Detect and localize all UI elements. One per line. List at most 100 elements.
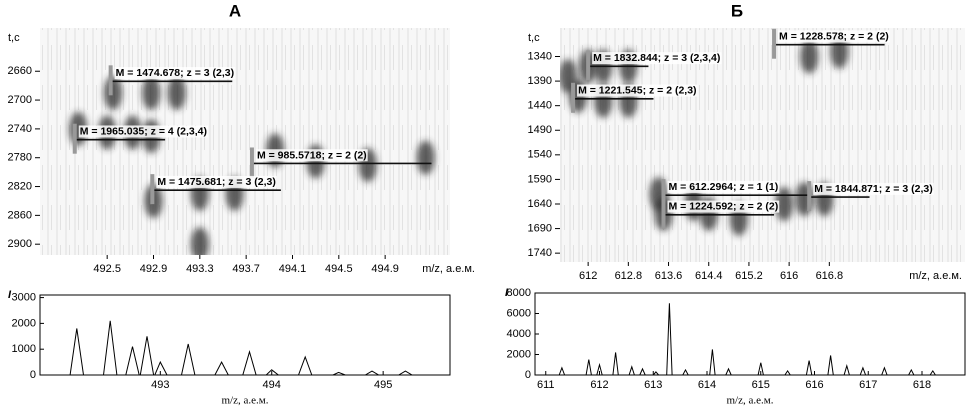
x-tick-label: 613 — [644, 379, 662, 391]
x-tick-label: 615 — [752, 379, 770, 391]
annotation-bg — [667, 180, 780, 193]
plot-frame — [39, 294, 451, 376]
annotation-bg — [813, 182, 934, 195]
spot — [103, 75, 122, 110]
y-tick-label: 2780 — [8, 152, 32, 164]
y-tick-label: 2740 — [8, 123, 32, 135]
annotation-bg — [78, 125, 208, 138]
y-tick-label: 0 — [525, 369, 531, 381]
plot-frame — [534, 292, 966, 376]
annotation-bracket — [571, 82, 576, 113]
y-tick-label: 2860 — [8, 209, 32, 221]
y-axis-label: t,c — [8, 32, 20, 44]
x-axis-label: m/z, а.е.м. — [222, 395, 269, 407]
annotation-label: M = 1832.844; z = 3 (2,3,4) — [593, 52, 720, 64]
spectrum-line — [43, 320, 445, 376]
annotation-bg — [156, 175, 277, 188]
y-tick-label: 2660 — [8, 65, 32, 77]
x-tick-label: 493.7 — [232, 263, 260, 275]
x-tick-label: 612.8 — [615, 270, 643, 282]
x-tick-label: 614.4 — [695, 270, 723, 282]
y-tick-label: 3000 — [12, 291, 36, 303]
annotation-label: M = 985.5718; z = 2 (2) — [257, 149, 367, 161]
annotation-label: M = 1474.678; z = 3 (2,3) — [116, 67, 234, 79]
x-tick-label: 618 — [913, 379, 931, 391]
annotation-bg — [667, 200, 780, 213]
spot — [416, 140, 435, 175]
y-tick-label: 2900 — [8, 238, 32, 250]
y-tick-label: 4000 — [507, 328, 531, 340]
annotation-bracket — [150, 174, 155, 205]
spectrum-line — [540, 303, 960, 376]
y-tick-label: 1490 — [528, 124, 552, 136]
annotation-bracket — [661, 198, 666, 229]
annotation-bracket — [772, 28, 777, 59]
y-axis-label: I — [505, 287, 509, 299]
annotation-bracket — [72, 123, 77, 154]
annotation-label: M = 1224.592; z = 2 (2) — [669, 201, 779, 213]
y-tick-label: 0 — [30, 369, 36, 381]
spot — [830, 34, 849, 69]
annotation-label: M = 1844.871; z = 3 (2,3) — [814, 183, 932, 195]
x-tick-label: 612 — [579, 270, 597, 282]
x-tick-label: 616 — [780, 270, 798, 282]
x-tick-label: 494.5 — [325, 263, 353, 275]
x-tick-label: 495 — [374, 379, 392, 391]
spot — [800, 39, 819, 74]
y-tick-label: 1740 — [528, 247, 552, 259]
y-tick-label: 2000 — [12, 317, 36, 329]
y-tick-label: 1440 — [528, 100, 552, 112]
annotation-bracket — [249, 147, 254, 178]
spot — [190, 227, 209, 255]
annotation-bracket — [661, 179, 666, 210]
annotation-bg — [114, 67, 236, 80]
annotation-label: M = 1221.545; z = 2 (2,3) — [578, 85, 696, 97]
spot — [167, 75, 186, 110]
x-tick-label: 615.2 — [735, 270, 763, 282]
y-tick-label: 1340 — [528, 50, 552, 62]
x-tick-label: 493 — [151, 379, 169, 391]
x-tick-label: 611 — [537, 379, 555, 391]
x-tick-label: 613.6 — [655, 270, 683, 282]
panel-title: Б — [731, 1, 743, 20]
panel-title: А — [229, 1, 241, 20]
annotation-label: M = 1475.681; z = 3 (2,3) — [157, 176, 275, 188]
x-axis-label: m/z, а.е.м. — [422, 263, 475, 275]
x-tick-label: 494.9 — [371, 263, 399, 275]
annotation-bg — [592, 52, 722, 65]
annotation-bg — [255, 149, 368, 162]
y-tick-label: 1590 — [528, 173, 552, 185]
y-tick-label: 1690 — [528, 222, 552, 234]
spot — [142, 75, 161, 110]
annotation-bracket — [807, 181, 812, 212]
x-tick-label: 616 — [805, 379, 823, 391]
x-tick-label: 494.1 — [279, 263, 307, 275]
y-tick-label: 6000 — [507, 307, 531, 319]
annotation-bracket — [586, 50, 591, 81]
x-axis-label: m/z, а.е.м. — [727, 395, 774, 407]
x-tick-label: 492.9 — [140, 263, 168, 275]
x-tick-label: 612 — [590, 379, 608, 391]
x-tick-label: 614 — [698, 379, 716, 391]
y-axis-label: I — [8, 289, 12, 301]
y-tick-label: 2820 — [8, 180, 32, 192]
y-axis-label: t,c — [528, 32, 540, 44]
x-tick-label: 493.3 — [186, 263, 214, 275]
annotation-bracket — [108, 65, 113, 96]
annotation-bg — [778, 30, 890, 43]
y-tick-label: 1000 — [12, 343, 36, 355]
x-tick-label: 494 — [263, 379, 281, 391]
y-tick-label: 8000 — [507, 287, 531, 299]
annotation-label: M = 612.2964; z = 1 (1) — [669, 181, 779, 193]
y-tick-label: 1540 — [528, 149, 552, 161]
y-tick-label: 1390 — [528, 75, 552, 87]
x-tick-label: 492.5 — [93, 263, 121, 275]
y-tick-label: 1640 — [528, 198, 552, 210]
x-tick-label: 617 — [859, 379, 877, 391]
x-tick-label: 616.8 — [816, 270, 844, 282]
x-axis-label: m/z, а.е.м. — [909, 270, 962, 282]
y-tick-label: 2700 — [8, 94, 32, 106]
y-tick-label: 2000 — [507, 348, 531, 360]
annotation-label: M = 1965.035; z = 4 (2,3,4) — [80, 125, 207, 137]
